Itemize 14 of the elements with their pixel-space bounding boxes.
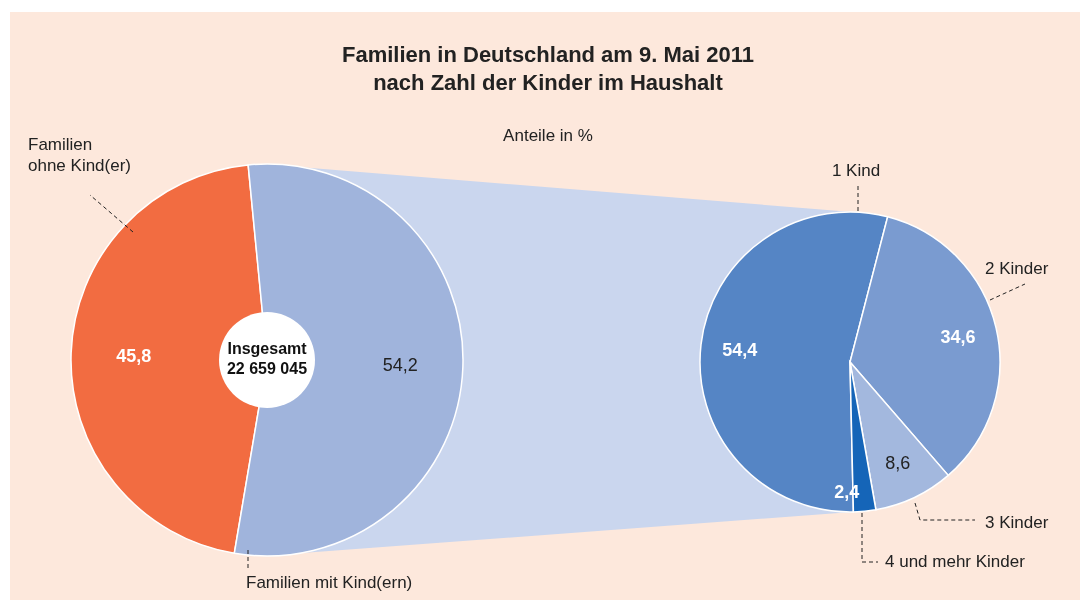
text: Anteile in % [503,126,593,145]
text: Familien in Deutschland am 9. Mai 2011 nach Zahl der Kinder im Haushalt [341,42,755,95]
data-label: 54,4 [722,339,758,360]
data-label: 34,6 [940,326,976,347]
text: Insgesamt 22 659 045 [226,340,308,377]
slice-label: 4 und mehr Kinder [885,552,1026,571]
slice-label: 2 Kinder [985,259,1049,278]
slice-label: Familien mit Kind(ern) [246,573,413,592]
slice-label: Familien ohne Kind(er) [28,135,132,175]
slice-label: 1 Kind [831,161,881,180]
data-label: 54,2 [382,355,418,376]
slice-label: 3 Kinder [985,513,1049,532]
data-label: 45,8 [116,345,152,366]
data-label: 8,6 [885,452,911,473]
